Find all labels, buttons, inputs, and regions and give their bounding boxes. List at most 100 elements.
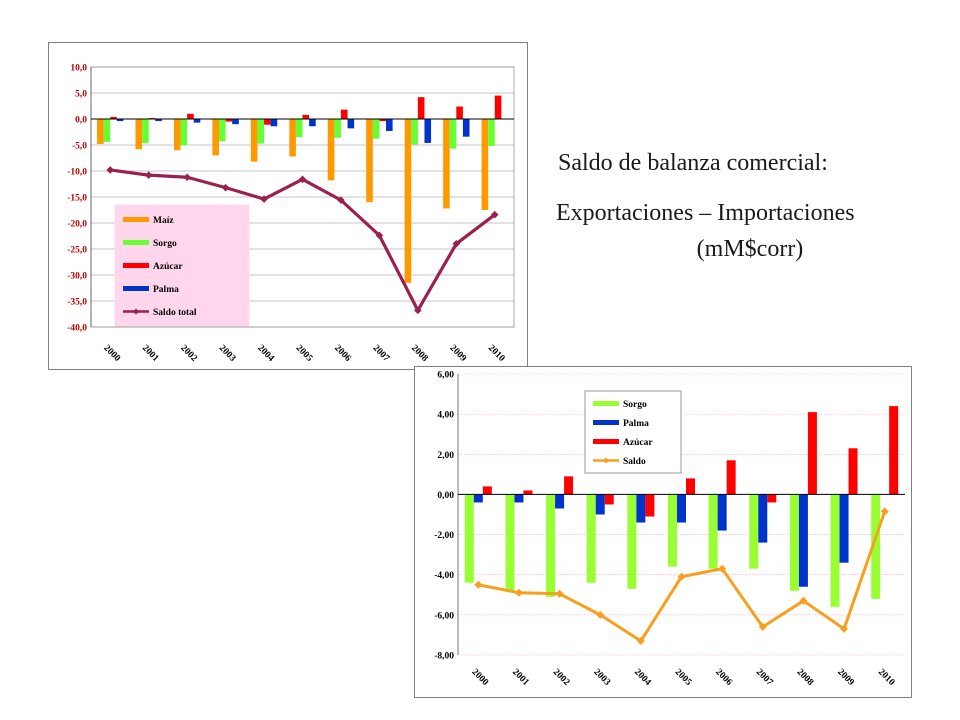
y-tick-label: -6,00 xyxy=(434,611,454,621)
marker-saldo-total-2000 xyxy=(106,166,115,174)
x-tick-label-2003: 2003 xyxy=(591,667,612,688)
bar-azucar-2001 xyxy=(148,117,156,119)
bar-azucar-2006 xyxy=(726,460,736,495)
bar-palma-2004 xyxy=(636,494,646,523)
bar-sorgo-2010 xyxy=(871,494,881,599)
bar-sorgo-2002 xyxy=(546,494,556,597)
x-tick-label-2010: 2010 xyxy=(486,343,507,364)
legend-swatch-azucar xyxy=(123,263,149,268)
bar-maiz-2009 xyxy=(443,119,450,209)
bar-sorgo-2003 xyxy=(218,119,226,142)
bar-azucar-2007 xyxy=(379,119,387,122)
x-tick-label-2002: 2002 xyxy=(551,667,572,688)
marker-saldo-total-2003 xyxy=(221,183,230,192)
bar-palma-2005 xyxy=(677,494,686,523)
marker-saldo-2005 xyxy=(677,572,686,581)
bar-azucar-2002 xyxy=(187,113,194,119)
marker-saldo-2003 xyxy=(596,610,605,619)
bar-sorgo-2009 xyxy=(830,494,840,607)
legend-swatch-palma xyxy=(593,420,619,425)
bar-sorgo-2000 xyxy=(464,494,474,583)
bar-palma-2003 xyxy=(595,494,605,515)
bar-maiz-2007 xyxy=(366,119,373,203)
bar-palma-2007 xyxy=(758,494,768,543)
bar-azucar-2007 xyxy=(767,494,777,503)
bar-azucar-2006 xyxy=(340,109,348,119)
x-tick-label-2000: 2000 xyxy=(101,343,122,364)
bar-palma-2000 xyxy=(116,119,124,122)
y-tick-label: -20,0 xyxy=(67,220,87,230)
bar-palma-2008 xyxy=(798,494,808,587)
bar-azucar-2000 xyxy=(482,486,492,495)
marker-saldo-2009 xyxy=(840,624,849,633)
x-tick-label-2001: 2001 xyxy=(510,667,531,688)
bar-azucar-2010 xyxy=(494,95,502,119)
y-tick-label: -4,00 xyxy=(434,571,454,581)
x-tick-label-2007: 2007 xyxy=(754,667,775,688)
x-tick-label-2008: 2008 xyxy=(795,667,816,688)
x-tick-label-2010: 2010 xyxy=(876,667,897,688)
marker-saldo-2008 xyxy=(799,596,808,605)
legend-label-sorgo: Sorgo xyxy=(153,239,177,249)
caption-title: Saldo de balanza comercial: xyxy=(558,150,828,176)
bar-palma-2003 xyxy=(232,119,239,125)
marker-saldo-total-2010 xyxy=(490,210,499,219)
legend-swatch-sorgo xyxy=(123,240,149,245)
legend-label-saldo-total: Saldo total xyxy=(153,308,197,318)
x-tick-label-2009: 2009 xyxy=(835,667,856,688)
bar-palma-2002 xyxy=(193,119,201,123)
x-tick-label-2009: 2009 xyxy=(447,343,468,364)
y-tick-label: -10,0 xyxy=(67,168,87,178)
y-tick-label: 0,0 xyxy=(75,116,87,126)
bar-azucar-2003 xyxy=(604,494,614,505)
bar-palma-2006 xyxy=(347,119,355,129)
marker-saldo-2006 xyxy=(718,564,727,573)
chart-bottom-right: 6,00 4,00 2,00 0,00 -2,00 -4,00 -6,00 -8,00 2000… xyxy=(414,366,912,698)
x-tick-label-2007: 2007 xyxy=(371,343,392,364)
legend-label-sorgo: Sorgo xyxy=(623,400,647,410)
y-tick-label: 6,00 xyxy=(437,371,454,381)
x-tick-label-2005: 2005 xyxy=(294,343,315,364)
x-tick-label-2006: 2006 xyxy=(713,667,734,688)
y-tick-label: -40,0 xyxy=(67,324,87,334)
y-tick-label: -15,0 xyxy=(67,194,87,204)
bar-azucar-2004 xyxy=(264,119,271,125)
bar-sorgo-2003 xyxy=(586,494,596,583)
bar-sorgo-2007 xyxy=(749,494,759,569)
legend-marker-saldo-total xyxy=(133,308,139,315)
bar-sorgo-2001 xyxy=(505,494,515,591)
bar-sorgo-2009 xyxy=(449,119,457,149)
legend-swatch-palma xyxy=(123,286,149,291)
bar-sorgo-2010 xyxy=(488,119,495,147)
marker-saldo-total-2005 xyxy=(298,175,307,184)
bar-sorgo-2006 xyxy=(708,494,718,569)
bar-maiz-2006 xyxy=(327,119,335,181)
legend-label-azucar: Azúcar xyxy=(153,262,183,272)
bar-maiz-2000 xyxy=(97,119,104,144)
chart-top-left: 10,0 5,0 0,0 -5,0 -10,0 -15,0 -20,0 -25,0 -30,0 -… xyxy=(48,42,528,370)
x-tick-label-2001: 2001 xyxy=(140,343,161,364)
legend-label-palma: Palma xyxy=(153,285,179,295)
bar-azucar-2008 xyxy=(417,97,425,119)
bar-maiz-2001 xyxy=(135,119,143,150)
bar-azucar-2008 xyxy=(807,412,817,495)
marker-saldo-2001 xyxy=(514,588,523,597)
bar-sorgo-2002 xyxy=(180,119,188,146)
y-tick-label: 10,0 xyxy=(70,64,87,74)
y-tick-label: -5,0 xyxy=(72,142,87,152)
bar-palma-2004 xyxy=(270,119,278,127)
bar-palma-2005 xyxy=(309,119,316,127)
bar-azucar-2003 xyxy=(225,119,233,122)
bar-palma-2001 xyxy=(514,494,524,503)
x-tick-label-2008: 2008 xyxy=(409,343,430,364)
bar-maiz-2005 xyxy=(289,119,296,157)
y-tick-label: -30,0 xyxy=(67,272,87,282)
bar-sorgo-2005 xyxy=(668,494,677,567)
bar-maiz-2010 xyxy=(481,119,489,210)
legend-label-saldo: Saldo xyxy=(623,457,646,467)
marker-saldo-2000 xyxy=(474,580,483,589)
bar-azucar-2002 xyxy=(564,476,574,495)
x-tick-label-2004: 2004 xyxy=(255,343,276,364)
marker-saldo-2002 xyxy=(555,589,564,598)
bar-azucar-2005 xyxy=(686,478,695,495)
